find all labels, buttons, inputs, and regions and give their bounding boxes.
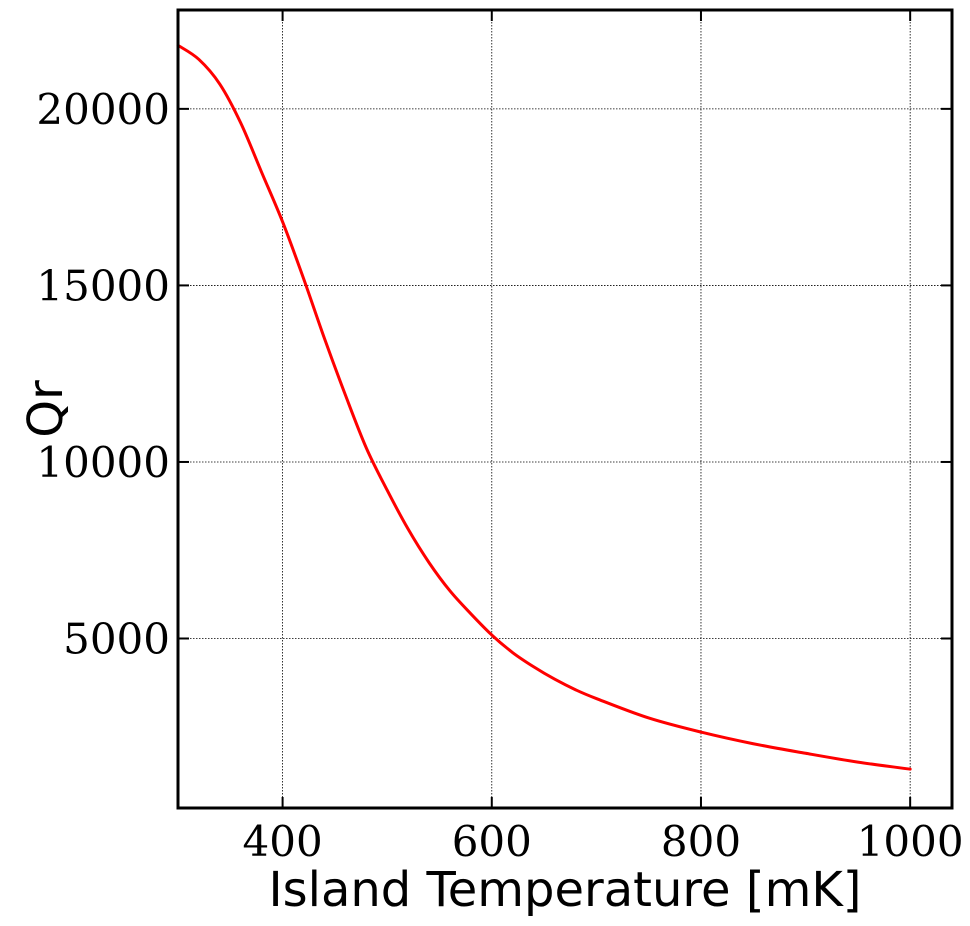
- tick-labels: 400 600 800 1000 5000 10000 15000 20000: [36, 85, 963, 866]
- y-tick-label: 15000: [36, 261, 170, 310]
- y-tick-label: 10000: [36, 438, 170, 487]
- series-line: [176, 43, 912, 771]
- plot-series: [176, 43, 912, 771]
- y-tick-label: 20000: [36, 85, 170, 134]
- x-tick-label: 400: [243, 817, 323, 866]
- x-tick-label: 600: [452, 817, 532, 866]
- x-tick-label: 800: [661, 817, 741, 866]
- x-axis-title: Island Temperature [mK]: [268, 862, 861, 918]
- grid-lines: [178, 10, 952, 808]
- plot-frame: [176, 8, 954, 810]
- x-tick-label: 1000: [857, 817, 964, 866]
- y-axis-title: Qr: [18, 380, 74, 438]
- y-tick-label: 5000: [63, 615, 170, 664]
- axis-ticks: [178, 10, 952, 808]
